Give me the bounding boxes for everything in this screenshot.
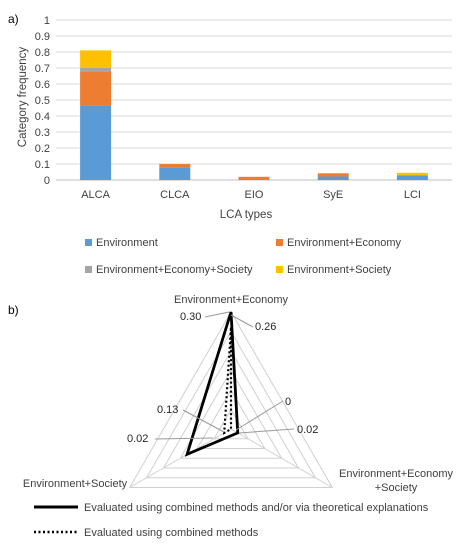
data-label: 0	[285, 396, 291, 408]
x-tick-label: SyE	[323, 189, 343, 201]
radar-ring	[145, 330, 317, 479]
data-label-leader	[238, 428, 295, 434]
y-tick-label: 0.9	[35, 31, 50, 43]
bar	[159, 167, 191, 180]
x-tick-label: ALCA	[81, 189, 110, 201]
radar-ring	[196, 389, 266, 449]
radar-spoke	[230, 428, 333, 488]
legend-label: Environment	[96, 237, 158, 249]
radar-axis-label-line: Environment+Society	[23, 478, 128, 490]
radar-ring	[162, 350, 300, 469]
legend-label: Environment+Economy	[287, 237, 402, 249]
data-label-leader	[230, 314, 254, 328]
radar-axis-label: Environment+Economy	[174, 294, 289, 306]
y-tick-label: 1	[44, 15, 50, 27]
bar	[80, 68, 112, 72]
y-tick-label: 0.5	[35, 95, 50, 107]
radar-spoke	[129, 428, 232, 488]
data-label: 0.30	[180, 311, 201, 323]
radar-grid	[128, 311, 334, 488]
data-label: 0.02	[297, 424, 318, 436]
legend-swatch	[276, 266, 283, 273]
data-label-leader	[154, 437, 214, 440]
y-tick-label: 0	[44, 175, 50, 187]
bar-series	[80, 50, 428, 180]
legend-label: Environment+Society	[287, 264, 392, 276]
x-tick-label: CLCA	[160, 189, 190, 201]
bar	[80, 105, 112, 180]
bar-legend: Environment Environment+Economy Environmen…	[85, 237, 402, 276]
y-tick-label: 0.7	[35, 63, 50, 75]
y-tick-label: 0.1	[35, 159, 50, 171]
bar	[80, 50, 112, 68]
radar-axis-label: Environment+Economy +Society	[339, 468, 454, 494]
data-label-leader	[204, 311, 230, 318]
y-tick-label: 0.4	[35, 111, 50, 123]
bar-y-axis-label: Category frequency	[17, 47, 29, 148]
radar-legend: Evaluated using combined methods and/or …	[34, 502, 429, 539]
bar-y-ticks: 0 0.1 0.2 0.3 0.4 0.5 0.6 0.7 0.8 0.9 1	[35, 15, 50, 187]
panel-a-label: a)	[8, 12, 19, 26]
radar-ring	[128, 311, 334, 488]
radar-series	[184, 311, 240, 457]
radar-chart: b) 0.30 0.26 0 0.02 0.13 0.02 Environment+Econ…	[8, 294, 454, 539]
radar-axis-label: Environment+Society	[23, 478, 128, 490]
panel-b-label: b)	[8, 303, 19, 317]
radar-polygon	[184, 311, 240, 457]
legend-swatch	[85, 266, 92, 273]
bar	[317, 173, 349, 177]
radar-axis-label-line: Environment+Economy	[174, 294, 289, 306]
x-tick-label: EIO	[245, 189, 264, 201]
y-tick-label: 0.3	[35, 127, 50, 139]
radar-ring	[213, 408, 249, 440]
legend-label: Evaluated using combined methods and/or …	[84, 502, 429, 514]
radar-labels: 0.30 0.26 0 0.02 0.13 0.02 Environment+Economy…	[23, 294, 454, 494]
data-label-leader	[182, 409, 225, 433]
data-label: 0.26	[255, 321, 276, 333]
radar-axis-label-line: +Society	[375, 482, 418, 494]
radar-axis-label-line: Environment+Economy	[339, 468, 454, 480]
legend-label: Evaluated using combined methods	[84, 527, 259, 539]
y-tick-label: 0.8	[35, 47, 50, 59]
legend-label: Environment+Economy+Society	[96, 264, 253, 276]
legend-swatch	[276, 239, 283, 246]
data-label: 0.13	[157, 404, 178, 416]
y-tick-label: 0.6	[35, 79, 50, 91]
bar	[396, 175, 428, 180]
y-tick-label: 0.2	[35, 143, 50, 155]
legend-swatch	[85, 239, 92, 246]
bar-x-axis-label: LCA types	[220, 209, 273, 221]
bar	[317, 176, 349, 180]
bar	[80, 71, 112, 106]
bar	[159, 164, 191, 168]
bar-x-ticks: ALCA CLCA EIO SyE LCI	[81, 189, 421, 201]
radar-ring	[179, 369, 283, 459]
bar-chart: a) 0 0.1 0.2 0.3 0.4 0.5 0.6 0.7 0.8 0.9 1 ALCA CLC…	[8, 12, 452, 276]
radar-polygon	[223, 327, 233, 435]
bar	[238, 176, 270, 180]
x-tick-label: LCI	[404, 189, 421, 201]
bar	[396, 172, 428, 176]
data-label: 0.02	[127, 433, 148, 445]
bar-grid	[56, 19, 452, 181]
data-label-leader	[235, 400, 284, 431]
